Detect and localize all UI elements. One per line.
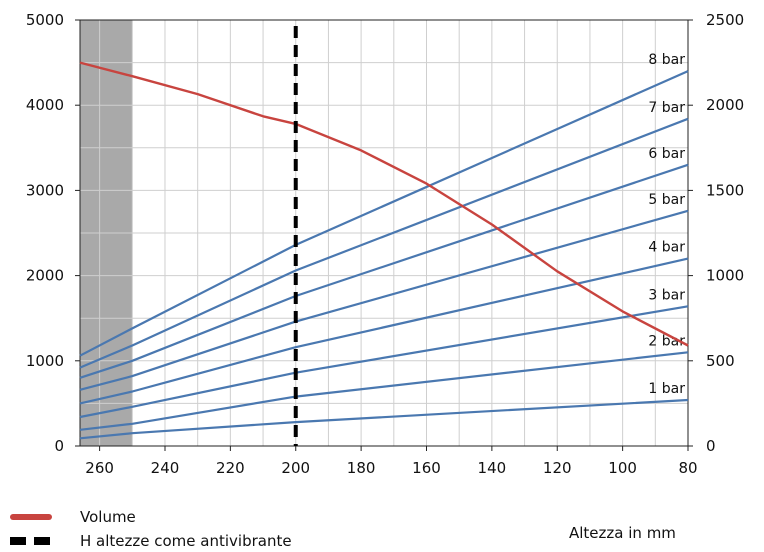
x-tick-label: 200	[281, 459, 310, 477]
y-right-tick-label: 1000	[706, 267, 744, 285]
y-right-tick-label: 2500	[706, 11, 744, 29]
series-label-3-bar: 3 bar	[648, 287, 685, 303]
plot-frame	[79, 19, 689, 447]
legend-label-marker: H altezze come antivibrante	[80, 532, 292, 550]
y-left-tick-label: 4000	[26, 96, 64, 114]
series-label-5-bar: 5 bar	[648, 192, 685, 208]
x-tick-label: 180	[347, 459, 376, 477]
x-tick-label: 240	[151, 459, 180, 477]
x-axis-title: Altezza in mm	[569, 524, 676, 542]
x-tick-label: 80	[678, 459, 697, 477]
y-left-tick-label: 5000	[26, 11, 64, 29]
x-tick-label: 140	[478, 459, 507, 477]
series-line-1-bar	[79, 398, 689, 440]
y-left-tick-label: 2000	[26, 267, 64, 285]
legend-label-volume: Volume	[80, 508, 136, 526]
y-right-tick-label: 500	[706, 352, 735, 370]
y-left-tick-label: 1000	[26, 352, 64, 370]
x-tick-label: 220	[216, 459, 245, 477]
series-label-1-bar: 1 bar	[648, 381, 685, 397]
series-line-5-bar	[79, 209, 689, 391]
x-tick-label: 120	[543, 459, 572, 477]
y-left-tick-label: 0	[54, 437, 64, 455]
x-tick-label: 100	[608, 459, 637, 477]
series-label-7-bar: 7 bar	[648, 100, 685, 116]
legend-item-volume: Volume	[10, 506, 136, 528]
series-line-2-bar	[79, 351, 689, 431]
y-right-tick-label: 2000	[706, 96, 744, 114]
x-tick-label: 260	[85, 459, 114, 477]
series-line-8-bar	[79, 70, 689, 357]
y-right-tick-label: 1500	[706, 181, 744, 199]
legend-swatch-dashed	[10, 537, 52, 545]
legend-item-marker: H altezze come antivibrante	[10, 530, 292, 552]
series-line-4-bar	[79, 257, 689, 405]
plot-area: 0 1000 2000 3000 4000 5000 0 500 1000 1500 2000 250…	[26, 11, 744, 477]
series-label-4-bar: 4 bar	[648, 240, 685, 256]
series-label-8-bar: 8 bar	[648, 52, 685, 68]
series-label-2-bar: 2 bar	[648, 333, 685, 349]
x-tick-label: 160	[412, 459, 441, 477]
legend: Volume H altezze come antivibrante	[10, 506, 570, 550]
series-line-7-bar	[79, 117, 689, 369]
series-line-3-bar	[79, 305, 689, 419]
y-right-tick-label: 0	[706, 437, 716, 455]
series-line-volume	[79, 61, 689, 347]
y-left-tick-label: 3000	[26, 181, 64, 199]
chart-svg: 0 1000 2000 3000 4000 5000 0 500 1000 1500 2000 250…	[26, 11, 744, 477]
series-label-6-bar: 6 bar	[648, 146, 685, 162]
series-line-6-bar	[79, 163, 689, 379]
legend-swatch-volume	[10, 514, 52, 520]
